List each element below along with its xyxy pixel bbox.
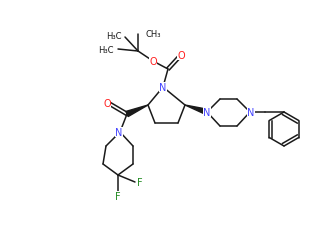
Text: N: N (115, 127, 123, 137)
Text: N: N (159, 83, 167, 93)
Text: O: O (149, 57, 157, 67)
Polygon shape (185, 106, 208, 115)
Text: F: F (115, 191, 121, 201)
Text: H₃C: H₃C (99, 45, 114, 54)
Text: O: O (177, 51, 185, 61)
Text: N: N (247, 108, 255, 118)
Polygon shape (126, 106, 148, 117)
Text: F: F (137, 177, 143, 187)
Text: H₃C: H₃C (107, 31, 122, 40)
Text: N: N (203, 108, 211, 118)
Text: O: O (103, 99, 111, 109)
Text: CH₃: CH₃ (145, 29, 160, 38)
